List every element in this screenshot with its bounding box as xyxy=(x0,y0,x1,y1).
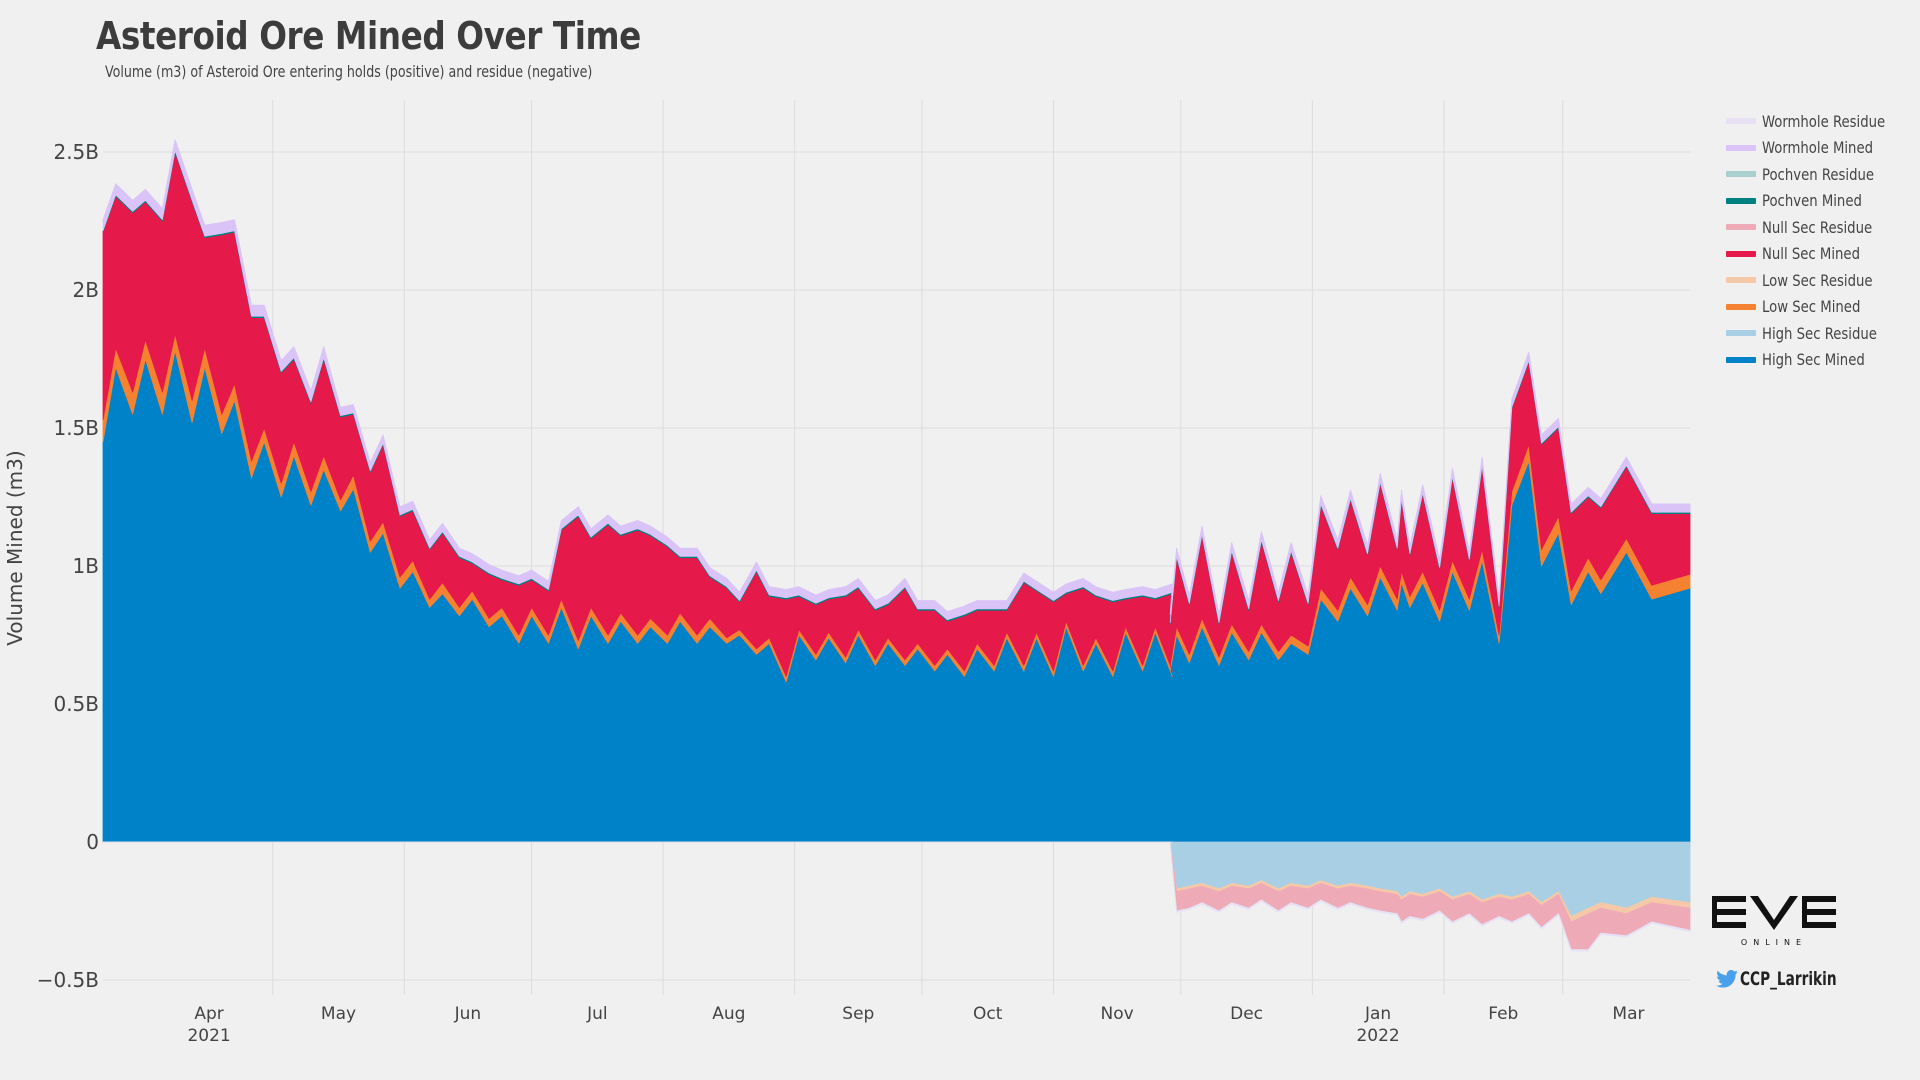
legend-item[interactable]: High Sec Mined xyxy=(1726,347,1896,374)
x-tick-label: Feb xyxy=(1488,1004,1518,1024)
x-tick-label: Jun xyxy=(454,1004,482,1024)
legend-item[interactable]: Low Sec Mined xyxy=(1726,294,1896,321)
logo-subtext: ONLINE xyxy=(1741,938,1807,947)
x-tick-label: Aug xyxy=(712,1004,745,1024)
legend-label: High Sec Residue xyxy=(1762,323,1877,343)
legend-swatch xyxy=(1726,277,1756,284)
legend-label: Null Sec Mined xyxy=(1762,244,1860,264)
legend-swatch xyxy=(1726,356,1756,363)
y-tick-label: 1.5B xyxy=(53,416,99,440)
legend-item[interactable]: Null Sec Mined xyxy=(1726,241,1896,268)
x-tick-label: Oct xyxy=(973,1004,1003,1024)
legend-item[interactable]: Low Sec Residue xyxy=(1726,267,1896,294)
x-tick-label: Jan xyxy=(1364,1004,1391,1024)
chart-title: Asteroid Ore Mined Over Time xyxy=(96,14,641,58)
y-tick-label: 2B xyxy=(73,278,99,302)
x-tick-label: Nov xyxy=(1101,1004,1134,1024)
legend-swatch xyxy=(1726,330,1756,337)
legend-swatch xyxy=(1726,144,1756,151)
legend-label: Low Sec Residue xyxy=(1762,270,1873,290)
legend-item[interactable]: Pochven Mined xyxy=(1726,188,1896,215)
legend-item[interactable]: High Sec Residue xyxy=(1726,320,1896,347)
legend-label: Wormhole Residue xyxy=(1762,111,1886,131)
legend-item[interactable]: Null Sec Residue xyxy=(1726,214,1896,241)
y-axis-ticks: 2.5B 2B 1.5B 1B 0.5B 0 −0.5B xyxy=(37,140,99,992)
x-tick-label: Jul xyxy=(586,1004,608,1024)
legend-label: Low Sec Mined xyxy=(1762,297,1861,317)
legend-swatch xyxy=(1726,197,1756,204)
x-tick-label: Sep xyxy=(842,1004,874,1024)
author-credit: CCP_Larrikin xyxy=(1716,968,1861,990)
series-areas xyxy=(102,139,1691,952)
x-tick-label: Apr xyxy=(194,1004,223,1024)
legend-swatch xyxy=(1726,250,1756,257)
x-tick-label: Dec xyxy=(1230,1004,1263,1024)
y-tick-label: 0.5B xyxy=(53,692,99,716)
legend-swatch xyxy=(1726,224,1756,231)
x-tick-year-label: 2022 xyxy=(1356,1026,1399,1046)
y-tick-label: 2.5B xyxy=(53,140,99,164)
twitter-bird-icon xyxy=(1716,970,1738,988)
x-tick-year-label: 2021 xyxy=(187,1026,230,1046)
legend-label: Pochven Residue xyxy=(1762,164,1875,184)
legend-label: High Sec Mined xyxy=(1762,350,1865,370)
legend: Wormhole Residue Wormhole Mined Pochven Re… xyxy=(1726,108,1896,373)
area-wormhole-mined xyxy=(102,139,1691,623)
y-tick-label: −0.5B xyxy=(37,968,99,992)
x-tick-label: May xyxy=(321,1004,356,1024)
y-axis-label: Volume Mined (m3) xyxy=(3,450,27,645)
legend-item[interactable]: Wormhole Mined xyxy=(1726,135,1896,162)
x-tick-label: Mar xyxy=(1612,1004,1644,1024)
legend-swatch xyxy=(1726,303,1756,310)
area-wormhole-residue xyxy=(102,841,1691,952)
chart-subtitle: Volume (m3) of Asteroid Ore entering hol… xyxy=(105,62,593,81)
legend-item[interactable]: Pochven Residue xyxy=(1726,161,1896,188)
y-tick-label: 0 xyxy=(86,830,99,854)
legend-label: Pochven Mined xyxy=(1762,191,1862,211)
credit-handle: CCP_Larrikin xyxy=(1740,968,1837,990)
legend-swatch xyxy=(1726,171,1756,178)
legend-label: Null Sec Residue xyxy=(1762,217,1873,237)
eve-online-logo: ONLINE xyxy=(1712,896,1836,947)
y-tick-label: 1B xyxy=(73,554,99,578)
legend-item[interactable]: Wormhole Residue xyxy=(1726,108,1896,135)
legend-label: Wormhole Mined xyxy=(1762,138,1874,158)
legend-swatch xyxy=(1726,118,1756,125)
